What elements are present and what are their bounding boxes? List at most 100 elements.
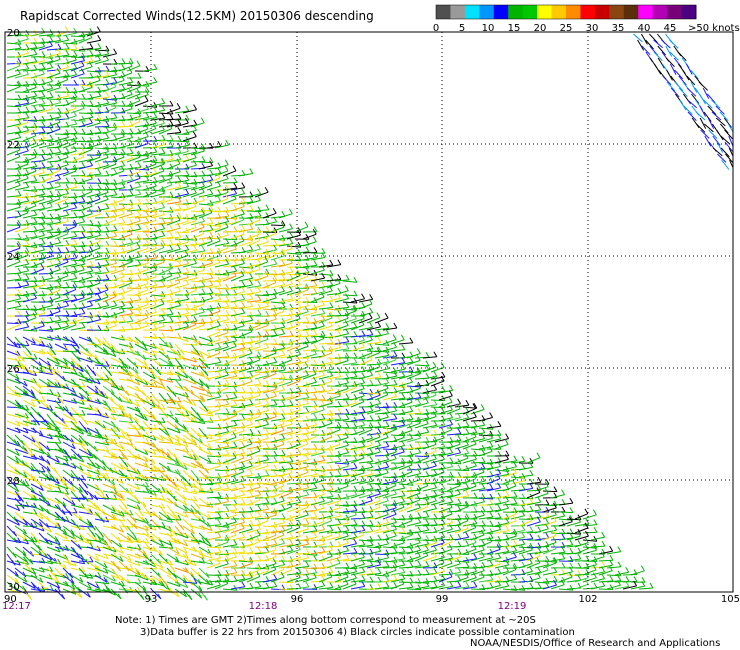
wind-barb-tick	[121, 255, 126, 261]
wind-barb-tick	[113, 97, 118, 104]
wind-barb	[142, 336, 157, 339]
wind-barb-tick	[128, 256, 133, 263]
wind-barb	[246, 346, 261, 352]
wind-barb-tick	[17, 342, 21, 349]
wind-barb-tick	[49, 213, 54, 219]
wind-barb	[206, 448, 222, 451]
wind-barb-tick	[161, 202, 166, 208]
wind-barb	[238, 228, 253, 233]
wind-barb	[246, 193, 261, 198]
wind-barb-tick	[41, 63, 46, 69]
wind-barb-tick	[16, 256, 21, 262]
wind-barb-tick	[52, 349, 57, 356]
wind-barb	[30, 172, 45, 177]
wind-barb-tick	[217, 222, 221, 229]
wind-barb-tick	[265, 342, 270, 349]
wind-barb	[190, 364, 205, 369]
wind-barb-tick	[321, 385, 326, 391]
wind-barb	[70, 201, 85, 205]
wind-barb-tick	[313, 247, 318, 253]
wind-barb-tick	[361, 413, 366, 420]
wind-barb-tick	[161, 348, 166, 354]
wind-barb-tick	[185, 315, 190, 322]
wind-barb	[190, 258, 205, 261]
wind-barb	[94, 315, 110, 318]
wind-barb	[302, 301, 318, 303]
wind-barb-tick	[136, 88, 141, 95]
wind-barb-tick	[249, 398, 254, 405]
wind-barb	[230, 263, 245, 268]
wind-barb	[102, 102, 117, 107]
wind-barb-tick	[280, 306, 285, 312]
wind-barb	[70, 90, 86, 93]
wind-barb-tick	[24, 145, 29, 152]
wind-barb	[94, 296, 109, 303]
wind-barb-tick	[472, 460, 477, 467]
wind-barb-tick	[329, 259, 334, 266]
wind-barb-tick	[217, 180, 221, 187]
wind-barb	[110, 199, 125, 205]
wind-barb-tick	[177, 311, 182, 318]
wind-barb	[270, 279, 285, 282]
wind-barb	[30, 261, 45, 268]
wind-barb-tick	[56, 123, 61, 130]
wind-barb-tick	[249, 168, 254, 174]
wind-barb	[206, 177, 221, 184]
wind-barb-tick	[281, 274, 286, 280]
wind-barb-tick	[121, 83, 126, 90]
wind-barb-tick	[201, 156, 206, 162]
wind-barb	[150, 235, 165, 240]
wind-barb-tick	[65, 34, 70, 41]
wind-barb-tick	[73, 43, 78, 50]
wind-barb-tick	[137, 251, 142, 257]
wind-barb	[6, 247, 21, 254]
wind-barb	[270, 347, 285, 352]
wind-barb	[278, 455, 293, 458]
wind-barb-tick	[57, 173, 61, 180]
wind-barb-tick	[169, 244, 174, 250]
wind-barb	[6, 131, 21, 135]
wind-barb	[318, 307, 333, 310]
wind-barb	[174, 272, 189, 275]
wind-barb	[38, 229, 53, 233]
wind-barb	[182, 164, 197, 170]
wind-barb-tick	[97, 127, 102, 133]
wind-barb	[54, 152, 69, 156]
wind-barb-tick	[185, 279, 189, 285]
wind-barb	[150, 192, 165, 198]
wind-barb-tick	[185, 163, 190, 170]
wind-barb-tick	[57, 437, 62, 444]
wind-barb	[142, 322, 157, 325]
wind-barb	[134, 262, 149, 268]
wind-barb-tick	[193, 178, 198, 185]
wind-barb-tick	[49, 126, 54, 133]
wind-barb-tick	[65, 188, 69, 194]
wind-barb-tick	[33, 64, 38, 71]
wind-barb-tick	[33, 56, 38, 63]
wind-barb-tick	[49, 194, 53, 201]
wind-barb-tick	[225, 206, 230, 213]
wind-barb-tick	[465, 399, 470, 406]
wind-barb	[70, 236, 85, 240]
wind-barb	[46, 262, 61, 268]
wind-barb	[126, 177, 141, 184]
wind-barb-tick	[40, 263, 45, 270]
wind-barb	[238, 305, 253, 310]
wind-barb	[94, 289, 109, 296]
wind-barb-tick	[377, 321, 382, 328]
wind-barb-tick	[264, 320, 269, 326]
wind-barb-tick	[489, 441, 494, 447]
wind-barb-tick	[161, 98, 166, 104]
wind-barb-tick	[97, 287, 102, 293]
wind-barb	[150, 222, 165, 226]
wind-barb	[222, 193, 237, 198]
wind-barb-tick	[241, 414, 246, 421]
wind-barb	[22, 350, 34, 362]
wind-barb	[46, 116, 61, 121]
wind-barb	[6, 305, 21, 310]
wind-barb-tick	[145, 211, 150, 217]
wind-barb	[262, 318, 277, 324]
wind-barb-tick	[121, 241, 126, 247]
wind-barb	[22, 166, 37, 170]
wind-barb	[342, 301, 358, 304]
